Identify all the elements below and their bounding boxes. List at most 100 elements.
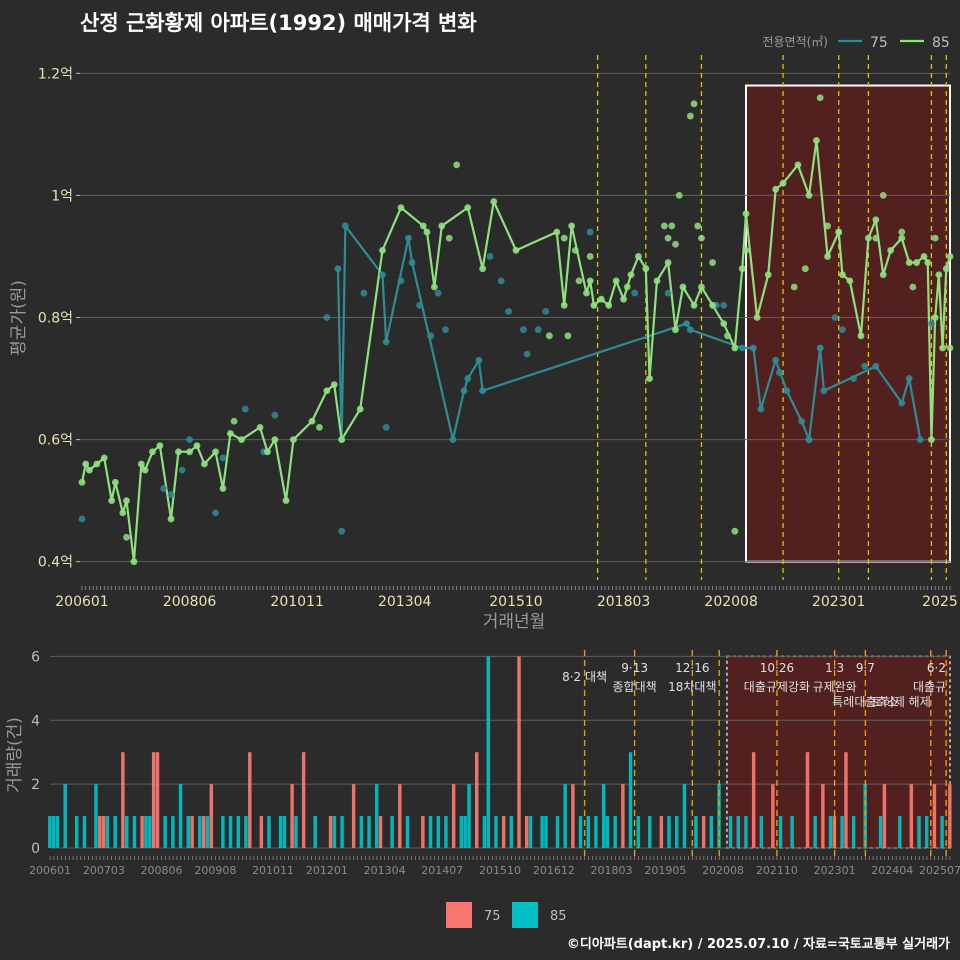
- volume-x-tick-label: 201612: [533, 864, 575, 877]
- volume-bar-85: [628, 752, 633, 848]
- volume-bar-85: [675, 816, 679, 848]
- volume-bar-75: [909, 784, 914, 848]
- volume-bar-85: [313, 816, 317, 848]
- policy-annotation-label: 대출규: [913, 680, 946, 694]
- volume-bar-85: [940, 816, 944, 848]
- volume-bar-85: [282, 816, 287, 848]
- volume-bar-75: [328, 816, 333, 848]
- price-y-tick-label: 0.4억: [38, 555, 73, 571]
- volume-bar-85: [878, 816, 883, 848]
- price-point-75: [839, 326, 846, 334]
- volume-bar-85: [828, 816, 833, 848]
- price-point-85: [597, 295, 605, 303]
- volume-policy-annotations: 8·2 대책 9·13 종합대책 12·16 18차대책 10·26 대출규제강화 1·3 규제…: [562, 661, 946, 709]
- price-point-75: [850, 375, 857, 382]
- volume-bar-85: [236, 816, 240, 848]
- volume-bar-85: [744, 816, 748, 848]
- volume-x-minor-ticks: [49, 856, 951, 860]
- price-point-85: [646, 375, 653, 382]
- price-point-75: [686, 326, 694, 334]
- price-point-75: [831, 314, 839, 321]
- volume-bar-75: [155, 752, 160, 848]
- price-point-75: [427, 332, 435, 340]
- volume-bar-75: [190, 816, 194, 848]
- price-point-75: [905, 375, 913, 382]
- volume-legend: 75 85: [446, 902, 567, 928]
- volume-x-tick-label: 200703: [83, 864, 125, 877]
- volume-bar-85: [132, 816, 137, 848]
- volume-bar-85: [509, 816, 514, 848]
- price-point-85: [668, 222, 676, 230]
- volume-bar-75: [701, 816, 706, 848]
- price-point-85: [590, 301, 598, 309]
- volume-y-tick-label: 6: [31, 649, 40, 665]
- volume-bar-85: [613, 816, 617, 848]
- volume-bar-85: [925, 816, 929, 848]
- price-panel: 0.4억 0.6억 0.8억 1억 1.2억 200601 200806 201011 201…: [9, 35, 958, 632]
- price-point-85: [445, 234, 453, 242]
- price-point-85: [839, 271, 846, 279]
- price-point-85: [490, 198, 498, 205]
- price-point-85: [698, 234, 705, 242]
- volume-bar-85: [63, 784, 67, 848]
- price-point-85: [571, 246, 579, 254]
- price-point-85: [690, 301, 698, 309]
- volume-bar-85: [736, 816, 740, 848]
- price-gridlines: [80, 72, 950, 563]
- price-x-tick-label: 2025: [922, 594, 958, 610]
- price-point-85: [464, 204, 472, 212]
- price-point-85: [898, 234, 906, 242]
- volume-bar-85: [586, 816, 590, 848]
- price-point-75: [379, 271, 386, 279]
- volume-bar-75: [398, 784, 402, 848]
- price-point-75: [360, 289, 368, 297]
- price-point-85: [512, 246, 520, 254]
- price-point-75: [405, 234, 412, 242]
- price-point-85: [560, 301, 568, 309]
- price-point-85: [560, 234, 568, 242]
- volume-bar-75: [771, 784, 775, 848]
- price-point-85: [805, 192, 813, 199]
- price-point-85: [924, 259, 932, 266]
- price-point-85: [330, 381, 338, 389]
- volume-bar-75: [301, 752, 306, 848]
- price-point-85: [379, 246, 386, 254]
- volume-bar-85: [48, 816, 52, 848]
- price-point-85: [230, 417, 238, 425]
- price-point-85: [694, 222, 702, 230]
- volume-x-tick-label: 201011: [252, 864, 294, 877]
- volume-bar-85: [709, 816, 714, 848]
- price-point-85: [564, 332, 572, 340]
- volume-bar-85: [332, 816, 337, 848]
- price-point-75: [534, 326, 542, 334]
- price-x-tick-label: 200806: [163, 594, 217, 610]
- price-x-tick-label: 202008: [704, 594, 757, 610]
- volume-bar-75: [525, 816, 529, 848]
- price-point-85: [111, 478, 119, 486]
- price-point-85: [664, 234, 672, 242]
- volume-bar-85: [113, 816, 117, 848]
- volume-bar-85: [221, 816, 225, 848]
- price-point-85: [356, 405, 364, 413]
- price-highlight-region: [744, 84, 951, 563]
- price-point-85: [879, 271, 887, 279]
- volume-bar-85: [467, 784, 471, 848]
- price-point-75: [212, 509, 219, 517]
- price-point-85: [946, 344, 954, 352]
- volume-bar-75: [517, 656, 521, 848]
- volume-bar-85: [555, 816, 560, 848]
- volume-bar-85: [778, 816, 783, 848]
- price-point-85: [553, 228, 561, 236]
- volume-y-tick-label: 2: [31, 777, 40, 793]
- volume-y-tick-label: 0: [31, 841, 40, 857]
- volume-bar-75: [209, 784, 214, 848]
- price-point-85: [905, 259, 913, 266]
- price-point-75: [805, 436, 813, 443]
- price-point-85: [909, 283, 917, 291]
- volume-bar-75: [882, 784, 887, 848]
- volume-panel: 8·2 대책 9·13 종합대책 12·16 18차대책 10·26 대출규제강화 1·3 규제…: [5, 649, 960, 928]
- price-x-tick-labels: 200601 200806 201011 201304 201510 201803 2020…: [55, 594, 958, 610]
- volume-bar-85: [359, 816, 364, 848]
- volume-bar-85: [544, 816, 548, 848]
- price-point-85: [864, 234, 872, 242]
